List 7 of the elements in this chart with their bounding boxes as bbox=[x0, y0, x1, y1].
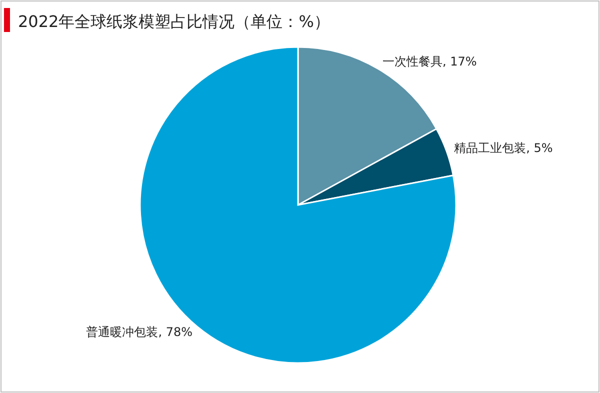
chart-title: 2022年全球纸浆模塑占比情况（单位：%） bbox=[18, 12, 330, 31]
slice-label: 精品工业包装 bbox=[454, 141, 526, 156]
data-label: , 78% bbox=[158, 325, 192, 340]
data-label: , 5% bbox=[526, 141, 553, 156]
slice-label: 普通暖冲包装 bbox=[86, 325, 158, 340]
slice-label: 一次性餐具 bbox=[382, 54, 442, 68]
data-label: , 17% bbox=[442, 54, 477, 68]
